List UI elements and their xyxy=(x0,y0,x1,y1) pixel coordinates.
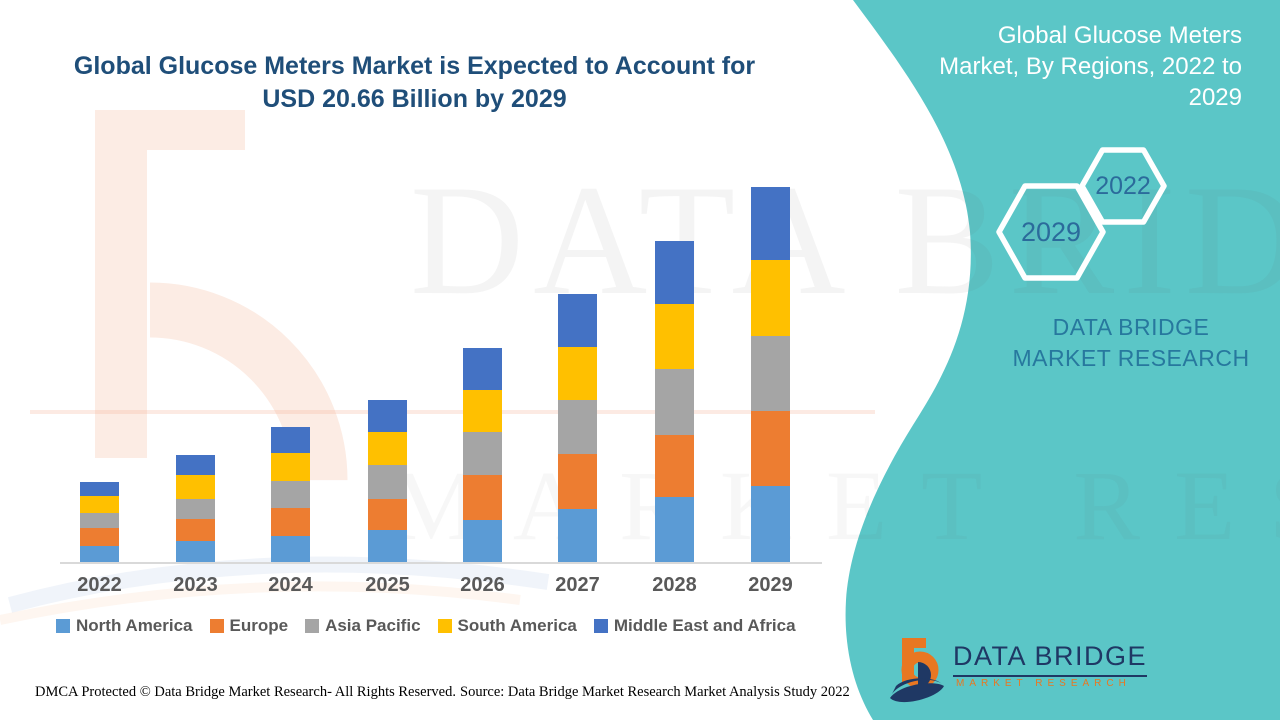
watermark-text-primary: DATA BRIDGE xyxy=(410,153,1280,328)
chart-area xyxy=(60,170,822,564)
legend-item-europe: Europe xyxy=(209,616,289,636)
bar-2023-north-america xyxy=(176,540,215,562)
legend-swatch-middle-east-and-africa xyxy=(593,619,608,633)
bar-2022-north-america xyxy=(80,546,119,562)
bar-2023-south-america xyxy=(176,474,215,499)
bar-2024-south-america xyxy=(271,453,310,482)
bar-2022 xyxy=(80,481,119,562)
bar-2025-europe xyxy=(368,499,407,531)
right-panel-title: Global Glucose Meters Market, By Regions… xyxy=(939,22,1242,111)
dmca-text: DMCA Protected © Data Bridge Market Rese… xyxy=(35,684,456,700)
bar-2029 xyxy=(751,187,790,562)
bar-2027-north-america xyxy=(558,509,597,562)
hexagon-2029-icon xyxy=(996,183,1106,281)
x-axis-label-2029: 2029 xyxy=(748,574,793,596)
bar-2026-europe xyxy=(463,475,502,521)
source-text: Source: Data Bridge Market Research Mark… xyxy=(460,684,850,700)
bar-2029-south-america xyxy=(751,260,790,336)
legend-swatch-south-america xyxy=(437,619,452,633)
bar-2023 xyxy=(176,454,215,562)
bar-2024-europe xyxy=(271,508,310,536)
bar-2028-asia-pacific xyxy=(655,368,694,435)
bar-2029-north-america xyxy=(751,486,790,562)
bar-2027 xyxy=(558,293,597,562)
hexagon-year-2022: 2022 xyxy=(1095,172,1151,200)
x-axis-label-2027: 2027 xyxy=(555,574,600,596)
brand-caption: DATA BRIDGE MARKET RESEARCH xyxy=(1012,314,1250,371)
bar-2028-europe xyxy=(655,434,694,497)
bar-2029-middle-east-and-africa xyxy=(751,187,790,260)
legend-label-middle-east-and-africa: Middle East and Africa xyxy=(613,616,796,635)
bar-2027-middle-east-and-africa xyxy=(558,293,597,347)
watermark-text-secondary: MARKET RESEARCH xyxy=(390,450,1280,561)
bar-2029-europe xyxy=(751,411,790,486)
teal-panel-path xyxy=(845,0,1280,720)
bar-2024-north-america xyxy=(271,536,310,562)
legend-item-north-america: North America xyxy=(56,616,193,636)
x-axis-labels: 2022 2023 2024 2025 2026 2027 2028 2029 xyxy=(60,574,822,600)
logo-b-watermark-icon xyxy=(20,110,348,500)
legend-item-south-america: South America xyxy=(437,616,577,636)
hexagon-2022-icon xyxy=(1079,147,1167,225)
bar-2028 xyxy=(655,240,694,562)
legend-item-middle-east-and-africa: Middle East and Africa xyxy=(593,616,796,636)
x-axis-label-2024: 2024 xyxy=(268,574,313,596)
bar-2027-europe xyxy=(558,454,597,509)
bar-2022-europe xyxy=(80,528,119,546)
hexagon-badges-icon xyxy=(996,147,1167,281)
bar-2023-asia-pacific xyxy=(176,498,215,519)
bar-2025-asia-pacific xyxy=(368,465,407,500)
legend-swatch-europe xyxy=(209,619,224,633)
legend-label-europe: Europe xyxy=(229,616,289,635)
bar-2026-south-america xyxy=(463,390,502,433)
legend-label-north-america: North America xyxy=(76,616,193,635)
bar-2026-asia-pacific xyxy=(463,432,502,476)
legend-label-asia-pacific: Asia Pacific xyxy=(325,616,421,635)
bar-2023-europe xyxy=(176,518,215,541)
x-axis-label-2028: 2028 xyxy=(652,574,697,596)
bar-2023-middle-east-and-africa xyxy=(176,454,215,475)
hexagon-year-2029: 2029 xyxy=(1020,217,1082,247)
bar-2026-middle-east-and-africa xyxy=(463,348,502,391)
brand-logo-icon xyxy=(890,638,944,703)
bar-2022-asia-pacific xyxy=(80,512,119,528)
chart-title: Global Glucose Meters Market is Expected… xyxy=(73,52,756,113)
bar-2028-south-america xyxy=(655,303,694,369)
bar-2029-asia-pacific xyxy=(751,336,790,411)
brand-logo-subtitle: MARKET RESEARCH xyxy=(956,678,1131,689)
bar-2026-north-america xyxy=(463,520,502,562)
x-axis-label-2025: 2025 xyxy=(365,574,410,596)
bar-2024-middle-east-and-africa xyxy=(271,427,310,454)
legend-swatch-north-america xyxy=(56,619,70,633)
bar-2027-asia-pacific xyxy=(558,399,597,454)
bar-2028-north-america xyxy=(655,497,694,562)
swoosh-watermark-icon xyxy=(0,556,550,625)
bar-2024 xyxy=(271,427,310,562)
brand-logo-wordmark: DATA BRIDGE xyxy=(953,641,1148,677)
bar-2022-south-america xyxy=(80,495,119,513)
bar-2026 xyxy=(463,348,502,562)
legend-item-asia-pacific: Asia Pacific xyxy=(305,616,421,636)
bar-2025-south-america xyxy=(368,432,407,466)
bar-2022-middle-east-and-africa xyxy=(80,481,119,496)
x-axis-label-2022: 2022 xyxy=(77,574,122,596)
legend: North America Europe Asia Pacific South Ame… xyxy=(56,616,796,636)
x-axis-label-2023: 2023 xyxy=(173,574,218,596)
legend-label-south-america: South America xyxy=(457,616,577,635)
legend-swatch-asia-pacific xyxy=(305,619,320,633)
accent-line xyxy=(30,410,875,414)
x-axis-label-2026: 2026 xyxy=(460,574,505,596)
bar-2025-middle-east-and-africa xyxy=(368,400,407,433)
bar-2024-asia-pacific xyxy=(271,481,310,509)
bar-2025 xyxy=(368,400,407,562)
bar-2028-middle-east-and-africa xyxy=(655,240,694,304)
bar-2027-south-america xyxy=(558,346,597,400)
bar-2025-north-america xyxy=(368,530,407,562)
